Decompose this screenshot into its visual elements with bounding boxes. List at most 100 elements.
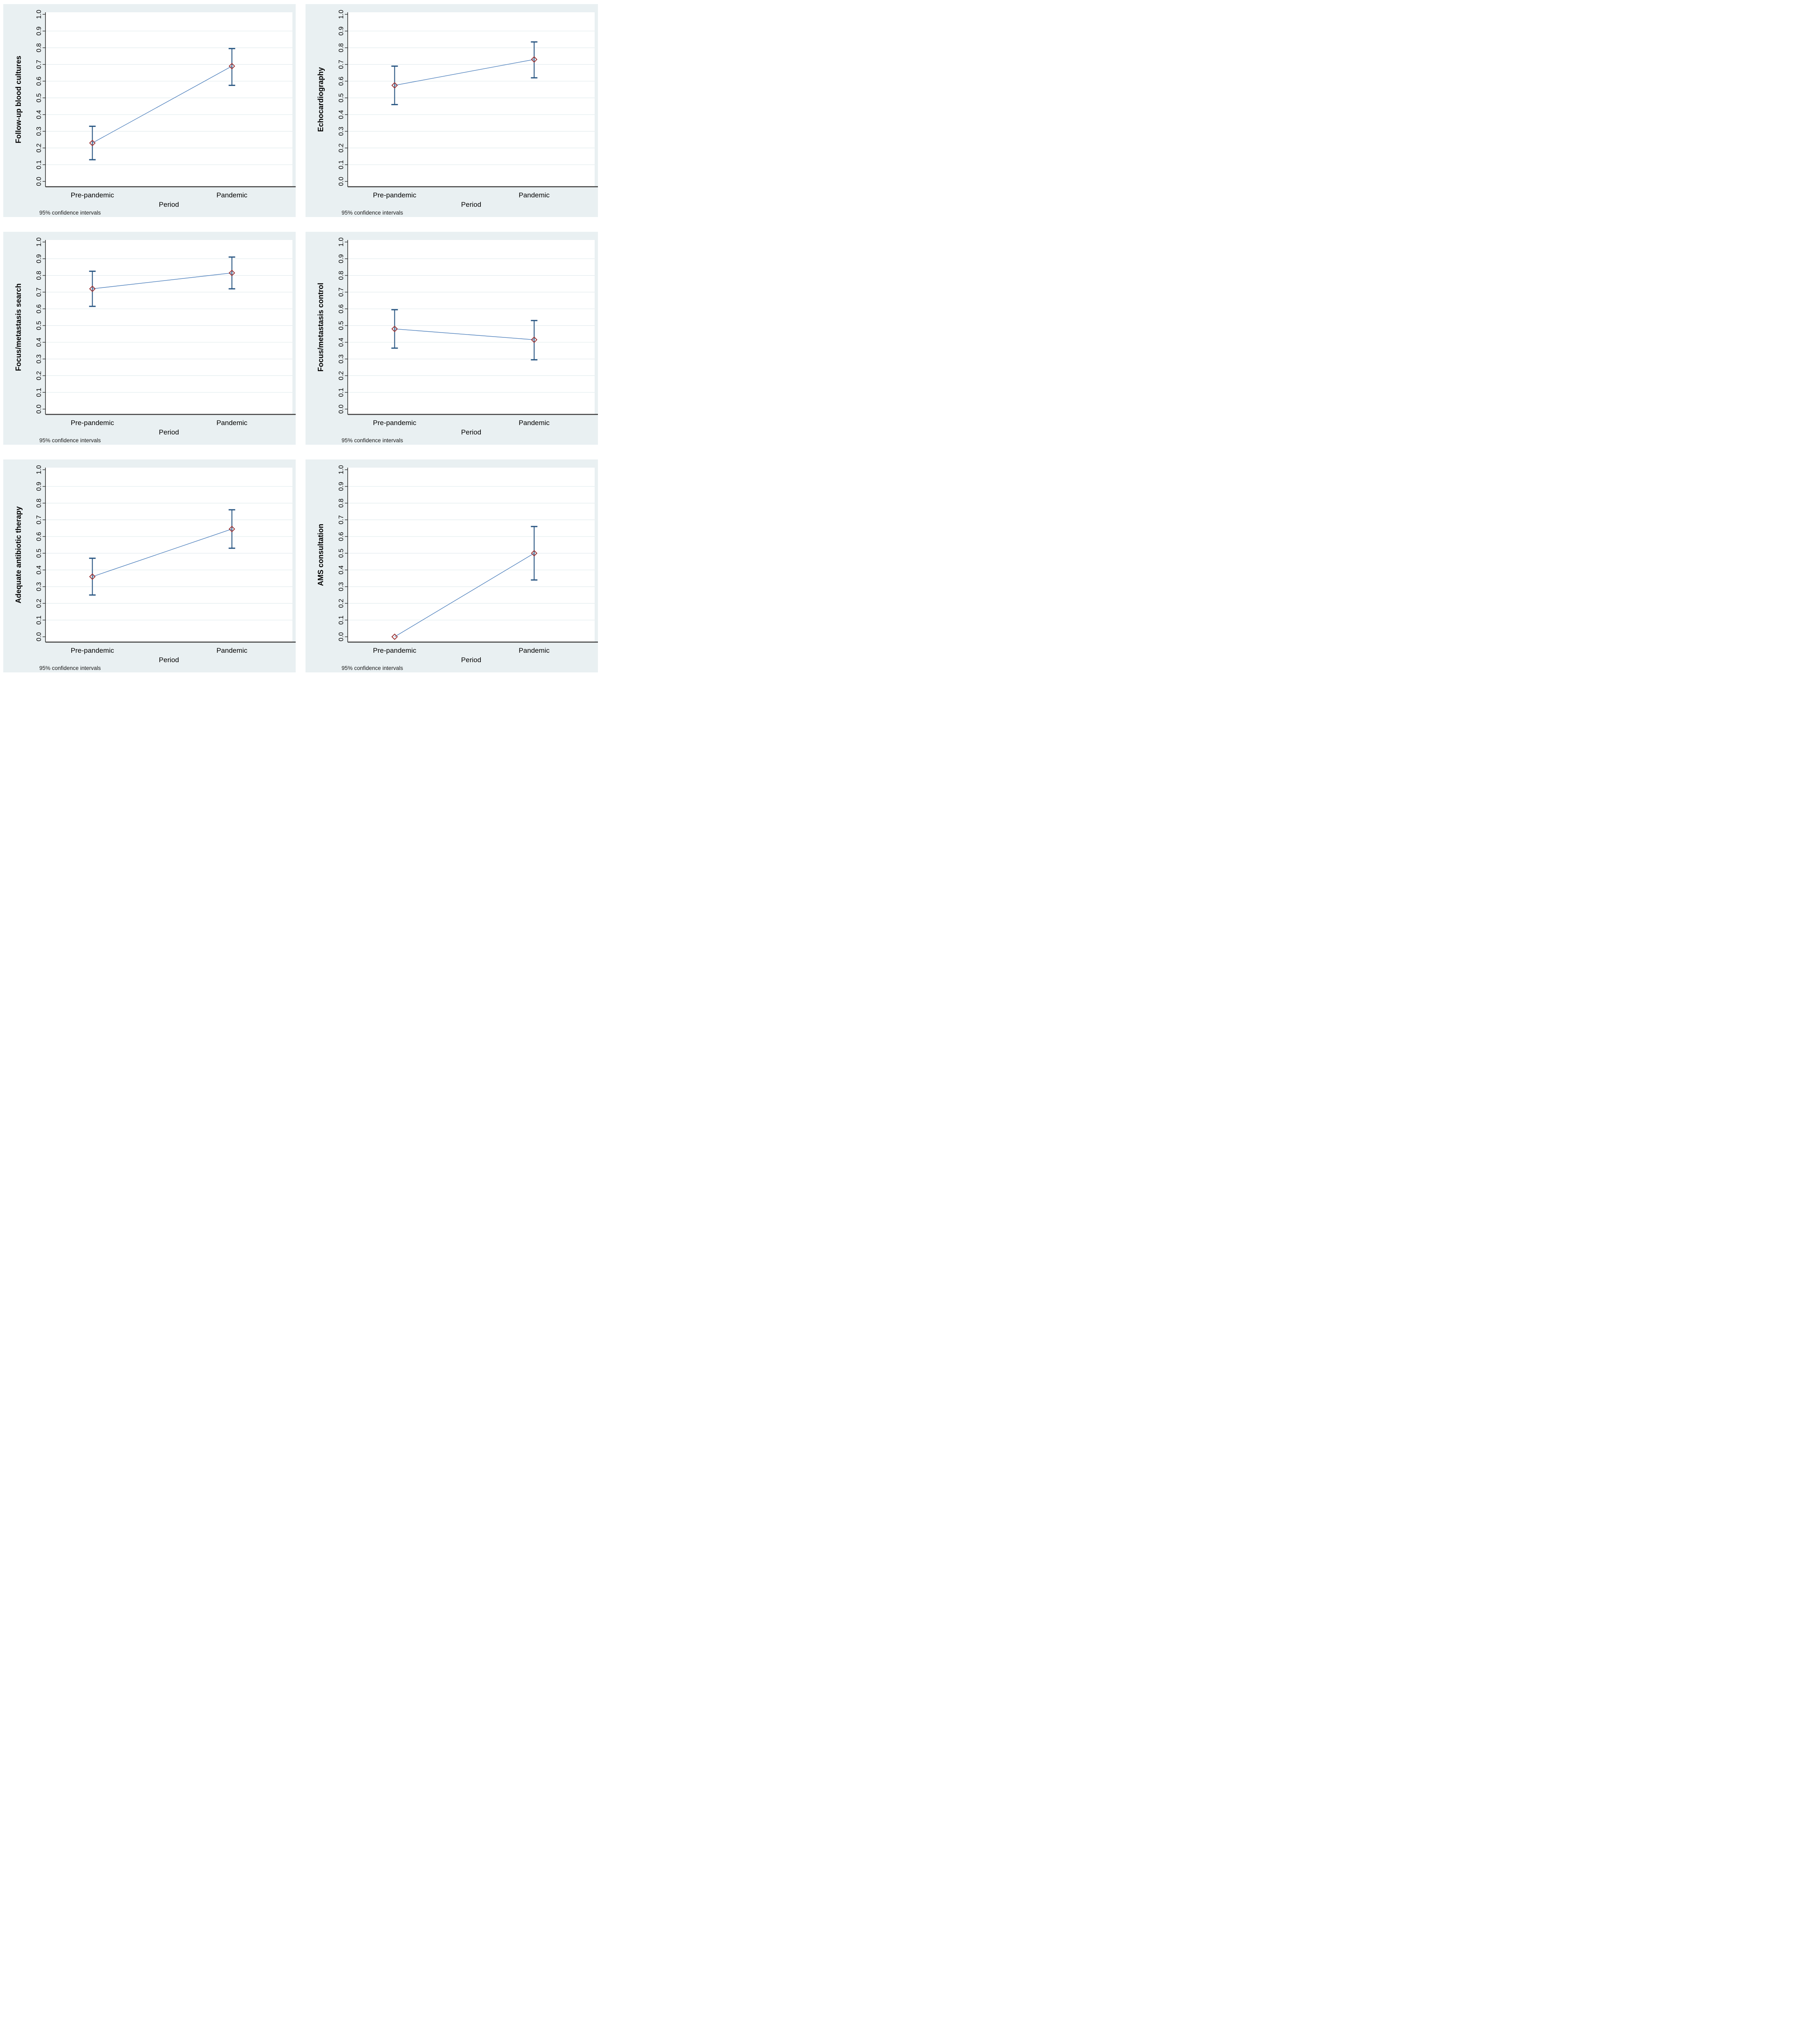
y-tick-label: 0.7	[338, 515, 345, 524]
charts-grid: 0.0 0.1 0.2 0.3 0.4 0.5 0.6 0.7 0.8 0.9 1.0 Follow-…	[3, 4, 604, 672]
y-tick-label: 0.8	[36, 498, 43, 507]
ci-note: 95% confidence intervals	[342, 665, 403, 671]
y-tick-label: 0.6	[36, 532, 43, 541]
chart-panel-focus-metastasis-search: 0.0 0.1 0.2 0.3 0.4 0.5 0.6 0.7 0.8 0.9 1.0 Focus/m…	[3, 232, 296, 445]
y-tick-label: 0.0	[338, 632, 345, 641]
figure-page: 0.0 0.1 0.2 0.3 0.4 0.5 0.6 0.7 0.8 0.9 1.0 Follow-…	[0, 0, 608, 676]
y-tick-label: 1.0	[338, 10, 345, 19]
y-tick-label: 0.7	[36, 515, 43, 524]
y-tick-label: 0.5	[338, 549, 345, 558]
x-axis-title: Period	[461, 428, 481, 436]
y-axis-title: AMS consultation	[317, 524, 325, 586]
ci-note: 95% confidence intervals	[342, 437, 403, 443]
chart-svg: 0.0 0.1 0.2 0.3 0.4 0.5 0.6 0.7 0.8 0.9 1.0 Focus/m…	[3, 232, 296, 445]
y-tick-label: 0.6	[338, 77, 345, 86]
y-tick-label: 0.6	[36, 304, 43, 313]
chart-panel-adequate-antibiotic-therapy: 0.0 0.1 0.2 0.3 0.4 0.5 0.6 0.7 0.8 0.9 1.0 Adequat…	[3, 459, 296, 672]
y-tick-label: 0.4	[36, 566, 43, 575]
x-category-label: Pre-pandemic	[71, 191, 114, 199]
y-tick-label: 0.4	[338, 566, 345, 575]
y-tick-label: 0.0	[338, 405, 345, 414]
series-line	[394, 553, 534, 637]
y-tick-label: 0.8	[338, 43, 345, 52]
y-tick-label: 0.0	[36, 632, 43, 641]
plot-area	[348, 468, 595, 642]
y-tick-label: 1.0	[36, 10, 43, 19]
y-tick-label: 0.3	[338, 582, 345, 591]
chart-svg: 0.0 0.1 0.2 0.3 0.4 0.5 0.6 0.7 0.8 0.9 1.0 Echocar…	[306, 4, 598, 217]
chart-panel-focus-metastasis-control: 0.0 0.1 0.2 0.3 0.4 0.5 0.6 0.7 0.8 0.9 1.0 Focus/m…	[306, 232, 598, 445]
y-tick-label: 0.1	[36, 388, 43, 397]
point-marker	[531, 550, 538, 557]
ci-note: 95% confidence intervals	[342, 210, 403, 216]
y-tick-label: 0.1	[338, 388, 345, 397]
y-axis-title: Focus/metastasis control	[317, 283, 325, 371]
y-tick-label: 0.7	[36, 287, 43, 296]
y-tick-label: 1.0	[338, 465, 345, 474]
error-bar	[229, 48, 235, 86]
point-marker	[229, 525, 235, 532]
y-tick-label: 0.2	[36, 599, 43, 608]
point-marker	[391, 82, 398, 89]
y-axis-title: Echocardiography	[317, 67, 325, 132]
x-category-label: Pandemic	[216, 419, 247, 427]
x-axis-title: Period	[461, 656, 481, 664]
y-tick-label: 0.1	[338, 160, 345, 169]
y-tick-label: 0.9	[338, 27, 345, 36]
x-category-label: Pandemic	[518, 419, 550, 427]
y-tick-label: 0.2	[36, 143, 43, 152]
x-axis-title: Period	[461, 201, 481, 208]
plot-area	[348, 240, 595, 414]
plot-area	[45, 12, 292, 187]
y-axis-title: Adequate antibiotic therapy	[14, 506, 23, 603]
series-line	[92, 66, 232, 143]
x-category-label: Pre-pandemic	[373, 647, 417, 654]
y-tick-label: 0.8	[36, 43, 43, 52]
plot-area	[45, 468, 292, 642]
y-tick-label: 0.6	[36, 77, 43, 86]
chart-panel-echocardiography: 0.0 0.1 0.2 0.3 0.4 0.5 0.6 0.7 0.8 0.9 1.0 Echocar…	[306, 4, 598, 217]
plot-area	[45, 240, 292, 414]
y-tick-label: 0.3	[338, 127, 345, 136]
y-tick-label: 0.5	[36, 549, 43, 558]
y-tick-label: 0.2	[338, 599, 345, 608]
x-category-label: Pandemic	[216, 191, 247, 199]
y-tick-label: 0.6	[338, 532, 345, 541]
y-tick-label: 0.0	[36, 177, 43, 186]
chart-panel-ams-consultation: 0.0 0.1 0.2 0.3 0.4 0.5 0.6 0.7 0.8 0.9 1.0 AMS con…	[306, 459, 598, 672]
x-axis-title: Period	[159, 201, 179, 208]
y-tick-label: 0.2	[36, 371, 43, 380]
y-tick-label: 0.6	[338, 304, 345, 313]
error-bar	[531, 320, 538, 361]
y-tick-label: 0.3	[36, 127, 43, 136]
chart-panel-follow-up-blood-cultures: 0.0 0.1 0.2 0.3 0.4 0.5 0.6 0.7 0.8 0.9 1.0 Follow-…	[3, 4, 296, 217]
point-marker	[391, 634, 398, 640]
y-tick-label: 0.4	[36, 110, 43, 119]
error-bar	[391, 309, 398, 349]
chart-svg: 0.0 0.1 0.2 0.3 0.4 0.5 0.6 0.7 0.8 0.9 1.0 AMS con…	[306, 459, 598, 672]
y-tick-label: 0.9	[338, 482, 345, 491]
y-tick-label: 0.8	[338, 271, 345, 280]
point-marker	[89, 140, 96, 147]
point-marker	[391, 326, 398, 333]
y-tick-label: 0.9	[36, 254, 43, 263]
chart-svg: 0.0 0.1 0.2 0.3 0.4 0.5 0.6 0.7 0.8 0.9 1.0 Follow-…	[3, 4, 296, 217]
y-tick-label: 0.8	[36, 271, 43, 280]
chart-svg: 0.0 0.1 0.2 0.3 0.4 0.5 0.6 0.7 0.8 0.9 1.0 Adequat…	[3, 459, 296, 672]
point-marker	[89, 573, 96, 580]
y-tick-label: 0.1	[36, 160, 43, 169]
y-tick-label: 0.3	[36, 582, 43, 591]
y-tick-label: 0.1	[36, 615, 43, 624]
point-marker	[531, 56, 538, 63]
x-category-label: Pre-pandemic	[71, 647, 114, 654]
y-tick-label: 0.9	[36, 27, 43, 36]
y-tick-label: 0.4	[36, 338, 43, 347]
series-line	[92, 529, 232, 577]
y-tick-label: 0.0	[36, 405, 43, 414]
y-tick-label: 0.5	[36, 93, 43, 102]
y-tick-label: 0.7	[338, 60, 345, 69]
plot-area	[348, 12, 595, 187]
x-category-label: Pre-pandemic	[71, 419, 114, 427]
x-category-label: Pre-pandemic	[373, 419, 417, 427]
y-tick-label: 0.7	[338, 287, 345, 296]
